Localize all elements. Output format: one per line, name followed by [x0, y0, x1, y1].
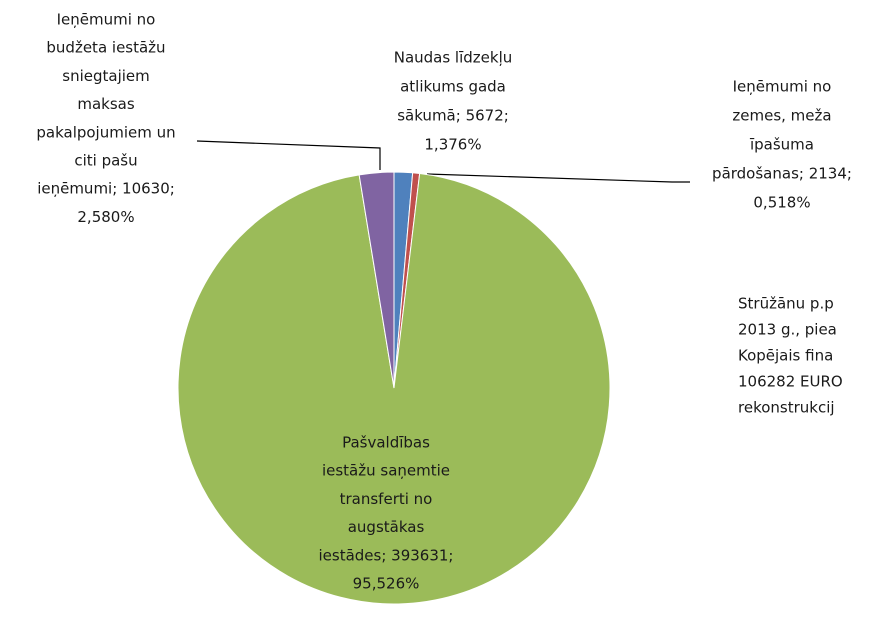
annotation: Strūžānu p.p: [738, 295, 834, 313]
data-label: iestāžu saņemtie: [322, 462, 450, 480]
data-label: Pašvaldības: [342, 434, 430, 452]
data-label: augstākas: [348, 518, 425, 536]
data-label: pakalpojumiem un: [36, 123, 175, 141]
pie-slice: [358, 171, 395, 389]
data-label: zemes, meža: [732, 107, 831, 125]
data-label: budžeta iestāžu: [46, 39, 165, 57]
data-label: Ieņēmumi no: [733, 78, 832, 96]
data-label: ieņēmumi; 10630;: [37, 180, 175, 198]
annotation: 106282 EURO: [738, 373, 843, 391]
data-label: īpašuma: [749, 136, 814, 154]
data-label: sākumā; 5672;: [397, 107, 509, 125]
data-label: iestādes; 393631;: [319, 546, 454, 564]
data-label: Naudas līdzekļu: [394, 49, 513, 67]
annotation: Kopējais fina: [738, 347, 833, 365]
data-label: Ieņēmumi no: [57, 11, 156, 29]
data-label: 95,526%: [353, 575, 420, 593]
leader-line: [196, 140, 381, 170]
data-label: maksas: [77, 95, 134, 113]
data-label: 2,580%: [77, 208, 134, 226]
data-label: 1,376%: [424, 136, 481, 154]
annotation: 2013 g., piea: [738, 321, 837, 339]
annotation: rekonstrukcij: [738, 399, 835, 417]
pie-slice: [177, 172, 611, 605]
data-label: 0,518%: [753, 194, 810, 212]
data-label: atlikums gada: [400, 78, 506, 96]
data-label: transferti no: [340, 490, 433, 508]
data-label: citi pašu: [74, 152, 137, 170]
data-label: pārdošanas; 2134;: [712, 165, 852, 183]
data-label: sniegtajiem: [62, 67, 150, 85]
leader-line: [426, 173, 690, 183]
